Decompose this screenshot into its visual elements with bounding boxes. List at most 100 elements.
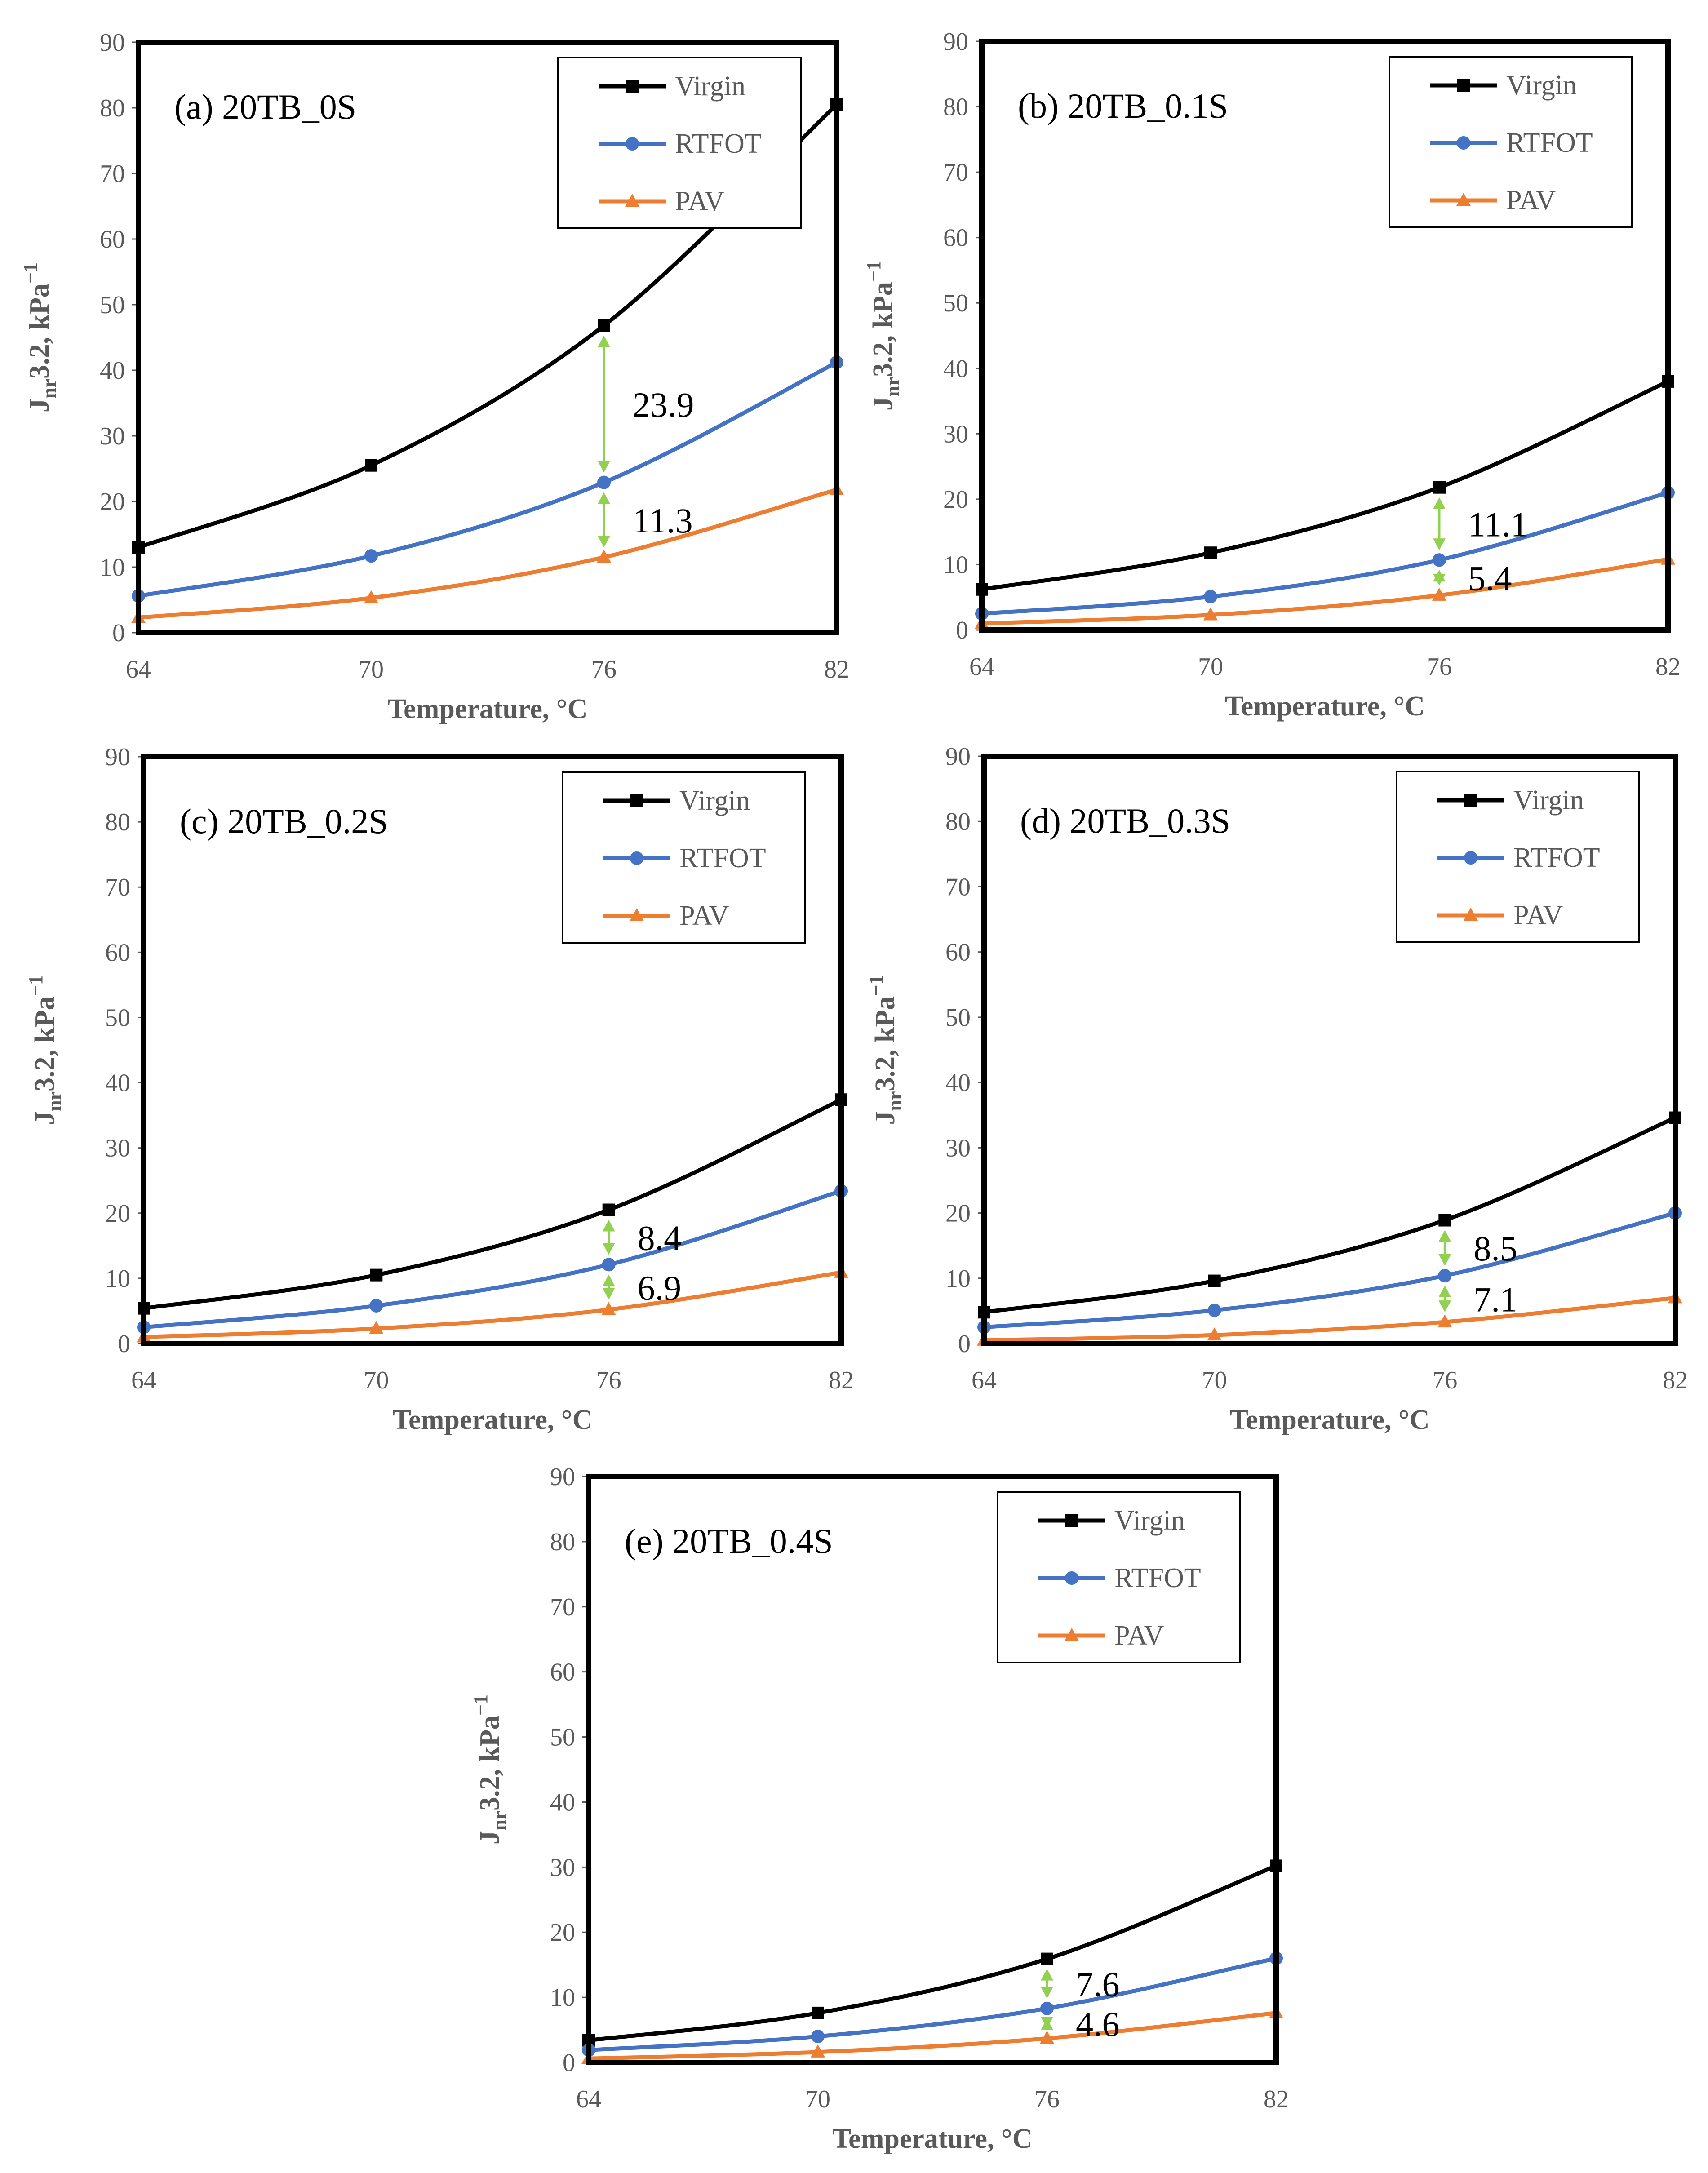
difference-arrow bbox=[1438, 1285, 1451, 1313]
difference-label: 8.4 bbox=[638, 1218, 682, 1257]
legend: Virgin RTFOT PAV bbox=[557, 57, 802, 229]
legend: Virgin RTFOT PAV bbox=[1389, 56, 1633, 228]
y-axis-title-rest: 3.2, kPa bbox=[475, 1716, 505, 1811]
plot-area-frame bbox=[136, 40, 839, 635]
difference-label: 6.9 bbox=[638, 1268, 682, 1307]
y-tick-label: 20 bbox=[550, 1919, 575, 1947]
virgin-data-point bbox=[1438, 1214, 1451, 1227]
y-axis-title: Jnr3.2, kPa−1 bbox=[25, 975, 66, 1125]
y-tick-label: 70 bbox=[100, 160, 125, 188]
legend-rtfot-label: RTFOT bbox=[1506, 128, 1593, 158]
y-tick-label: 0 bbox=[958, 1330, 971, 1358]
y-tick-label: 60 bbox=[105, 939, 130, 967]
legend-virgin-marker bbox=[1464, 794, 1477, 807]
y-tick-label: 10 bbox=[945, 1265, 971, 1293]
difference-arrow bbox=[602, 1274, 615, 1300]
virgin-data-point bbox=[602, 1203, 615, 1216]
chart-panel-e: 0 10 20 30 40 50 60 70 80 90 64 70 76 82 Temperature, … bbox=[470, 1463, 1289, 2154]
series-group bbox=[581, 1859, 1283, 2064]
legend-pav-marker bbox=[630, 908, 644, 921]
x-tick-label: 82 bbox=[1264, 2085, 1289, 2113]
rtfot-data-point bbox=[1433, 553, 1446, 567]
difference-label: 7.6 bbox=[1076, 1965, 1120, 2004]
legend-virgin-label: Virgin bbox=[679, 785, 750, 816]
y-tick-label: 60 bbox=[100, 226, 125, 253]
chart-panel-d: 0 10 20 30 40 50 60 70 80 90 64 70 76 82 Temperature, … bbox=[865, 743, 1688, 1435]
y-tick-label: 90 bbox=[550, 1463, 575, 1491]
legend-rtfot-marker bbox=[1464, 851, 1477, 865]
difference-label: 11.3 bbox=[633, 501, 693, 540]
virgin-data-point bbox=[1204, 546, 1217, 559]
y-tick-label: 30 bbox=[943, 420, 968, 448]
chart-panel-c: 0 10 20 30 40 50 60 70 80 90 64 70 76 82 Temperature, … bbox=[25, 743, 854, 1435]
series-group bbox=[975, 375, 1675, 629]
x-tick-label: 76 bbox=[1034, 2085, 1060, 2113]
x-tick-label: 70 bbox=[805, 2085, 830, 2113]
pav-data-point bbox=[811, 2044, 825, 2058]
y-tick-label: 30 bbox=[945, 1134, 971, 1162]
chart-panel-a: 0 10 20 30 40 50 60 70 80 90 64 70 76 82 Temperature, … bbox=[19, 29, 849, 724]
rtfot-data-point bbox=[1040, 2001, 1054, 2015]
legend-pav-label: PAV bbox=[1513, 900, 1563, 931]
y-tick-label: 80 bbox=[105, 808, 130, 836]
legend-rtfot-marker bbox=[630, 851, 643, 865]
y-axis-title-sup: −1 bbox=[25, 975, 47, 996]
difference-arrow bbox=[1433, 570, 1446, 585]
legend-pav-label: PAV bbox=[679, 900, 729, 931]
difference-label: 11.1 bbox=[1468, 505, 1528, 544]
pav-series-line bbox=[143, 1270, 842, 1339]
virgin-data-point bbox=[812, 2006, 824, 2019]
virgin-data-point bbox=[598, 319, 610, 332]
legend-rtfot-marker bbox=[626, 137, 639, 151]
y-tick-label: 50 bbox=[105, 1004, 130, 1032]
y-tick-label: 0 bbox=[956, 616, 968, 644]
rtfot-data-point bbox=[1207, 1303, 1221, 1317]
virgin-data-point bbox=[370, 1268, 383, 1282]
y-tick-label: 40 bbox=[105, 1069, 130, 1097]
y-tick-label: 10 bbox=[105, 1265, 130, 1293]
difference-label: 4.6 bbox=[1076, 2004, 1120, 2044]
y-axis-title-rest: 3.2, kPa bbox=[24, 284, 55, 379]
x-tick-label: 76 bbox=[591, 656, 617, 683]
y-axis-title-main: J bbox=[24, 399, 55, 412]
pav-data-point bbox=[369, 1321, 384, 1334]
rtfot-series-line bbox=[143, 1189, 842, 1330]
pav-data-point bbox=[364, 590, 378, 603]
y-tick-label: 70 bbox=[943, 159, 968, 186]
rtfot-series-line bbox=[138, 360, 838, 598]
difference-arrow bbox=[1438, 1230, 1451, 1266]
y-tick-label: 60 bbox=[550, 1659, 575, 1686]
y-tick-label: 90 bbox=[945, 743, 971, 771]
virgin-data-point bbox=[1041, 1952, 1053, 1965]
x-tick-label: 64 bbox=[126, 656, 151, 683]
x-axis-title: Temperature, °C bbox=[1225, 691, 1425, 722]
y-axis-title-rest: 3.2, kPa bbox=[868, 282, 898, 377]
virgin-series-line bbox=[143, 1098, 842, 1311]
virgin-series-line bbox=[981, 379, 1669, 592]
x-tick-label: 70 bbox=[1202, 1366, 1227, 1394]
y-tick-label: 90 bbox=[105, 743, 130, 771]
rtfot-data-point bbox=[1438, 1268, 1452, 1282]
legend: Virgin RTFOT PAV bbox=[1396, 771, 1640, 943]
pav-data-point bbox=[1437, 1314, 1452, 1328]
legend-pav-label: PAV bbox=[1114, 1620, 1164, 1651]
legend: Virgin RTFOT PAV bbox=[997, 1491, 1241, 1663]
plot-area-frame bbox=[586, 1474, 1279, 2065]
series-group bbox=[977, 1111, 1682, 1346]
x-axis-title: Temperature, °C bbox=[1230, 1405, 1430, 1435]
legend-rtfot-label: RTFOT bbox=[675, 129, 762, 159]
y-tick-label: 60 bbox=[943, 224, 968, 252]
panel-title: (e) 20TB_0.4S bbox=[625, 1521, 833, 1561]
rtfot-series-line bbox=[588, 1956, 1277, 2052]
series-group bbox=[137, 1093, 848, 1343]
legend-virgin-marker bbox=[1065, 1514, 1078, 1527]
legend-rtfot-label: RTFOT bbox=[679, 843, 766, 874]
pav-series-line bbox=[981, 557, 1668, 625]
rtfot-series-line bbox=[984, 1211, 1676, 1330]
x-axis-title: Temperature, °C bbox=[388, 694, 588, 724]
legend-virgin-marker bbox=[630, 794, 643, 807]
legend-virgin-label: Virgin bbox=[1513, 785, 1584, 816]
legend-pav-marker bbox=[1456, 193, 1471, 206]
difference-arrow bbox=[598, 335, 610, 473]
